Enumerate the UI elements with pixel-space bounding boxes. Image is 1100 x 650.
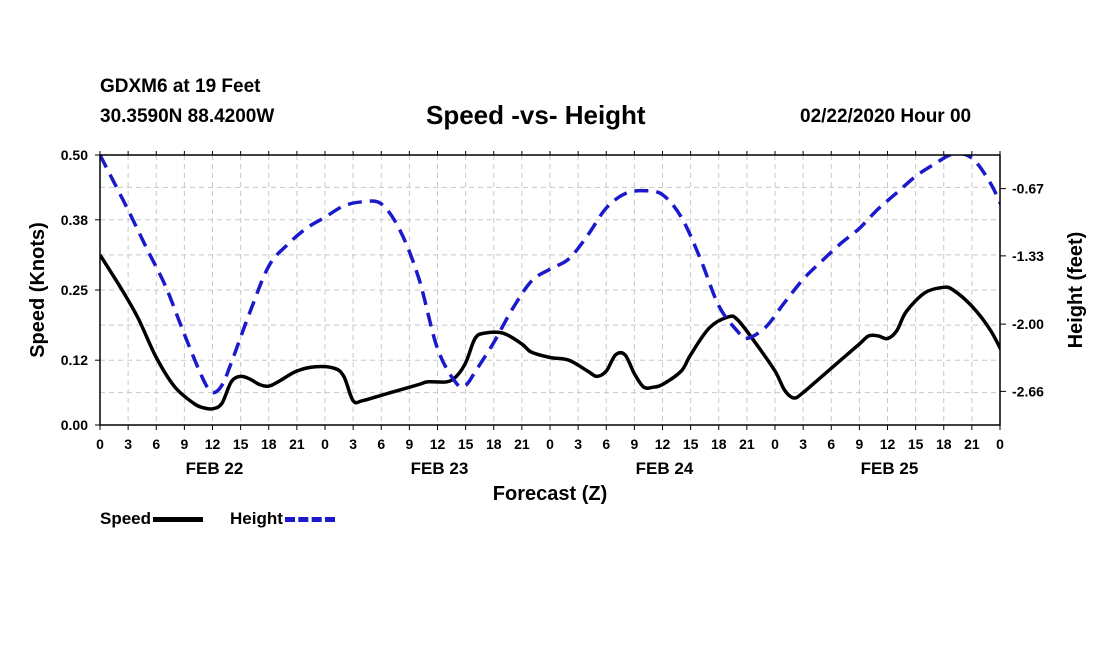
x-tick-label: 3 <box>574 436 582 452</box>
legend-speed-swatch <box>153 516 204 522</box>
y2-tick-label: -2.00 <box>1012 316 1044 332</box>
x-tick-label: 12 <box>430 436 446 452</box>
x-tick-label: 6 <box>152 436 160 452</box>
x-tick-label: 6 <box>602 436 610 452</box>
x-tick-label: 9 <box>405 436 413 452</box>
x-tick-label: 15 <box>683 436 699 452</box>
x-tick-label: 3 <box>799 436 807 452</box>
x-tick-label: 6 <box>827 436 835 452</box>
y-tick-label: 0.00 <box>61 417 88 433</box>
legend-height: Height <box>230 509 335 529</box>
x-tick-label: 18 <box>486 436 502 452</box>
forecast-datetime: 02/22/2020 Hour 00 <box>800 106 972 127</box>
x-tick-label: 0 <box>996 436 1004 452</box>
x-tick-label: 12 <box>205 436 221 452</box>
x-axis-title: Forecast (Z) <box>493 483 607 505</box>
station-label: GDXM6 at 19 Feet <box>100 76 261 97</box>
x-tick-label: 18 <box>711 436 727 452</box>
y-tick-label: 0.25 <box>61 282 88 298</box>
x-tick-label: 12 <box>880 436 896 452</box>
x-tick-label: 9 <box>630 436 638 452</box>
day-label: FEB 23 <box>411 459 469 478</box>
x-tick-label: 21 <box>514 436 530 452</box>
plot-frame <box>99 154 1001 426</box>
day-label: FEB 24 <box>636 459 694 478</box>
x-tick-label: 0 <box>96 436 104 452</box>
x-tick-label: 3 <box>124 436 132 452</box>
y-tick-label: 0.50 <box>61 147 88 163</box>
legend-speed-label: Speed <box>100 509 152 528</box>
chart-title: Speed -vs- Height <box>426 100 646 130</box>
x-tick-label: 9 <box>855 436 863 452</box>
legend-height-label: Height <box>230 509 283 528</box>
x-tick-label: 15 <box>233 436 249 452</box>
x-tick-label: 0 <box>546 436 554 452</box>
day-label: FEB 22 <box>186 459 244 478</box>
y2-tick-label: -1.33 <box>1012 248 1044 264</box>
coordinates-label: 30.3590N 88.4200W <box>100 106 275 127</box>
y2-axis-title: Height (feet) <box>1065 232 1087 349</box>
legend-height-swatch <box>284 516 335 522</box>
day-label: FEB 25 <box>861 459 919 478</box>
grid-lines <box>100 155 1000 425</box>
x-tick-label: 0 <box>321 436 329 452</box>
axis-labels: 0 3 6 9 12 15 18 21 0 3 6 9 12 15 18 21 0 3 6 9 12 15 18 21 0 3 6 9… <box>27 147 1087 505</box>
x-tick-label: 21 <box>739 436 755 452</box>
x-tick-label: 0 <box>771 436 779 452</box>
x-tick-label: 6 <box>377 436 385 452</box>
x-tick-label: 18 <box>261 436 277 452</box>
x-tick-label: 12 <box>655 436 671 452</box>
x-tick-label: 15 <box>908 436 924 452</box>
series-line-height <box>100 155 1000 395</box>
x-tick-label: 9 <box>180 436 188 452</box>
y-tick-label: 0.12 <box>61 352 88 368</box>
legend-speed: Speed <box>100 509 204 529</box>
series-line-speed <box>100 253 1000 411</box>
y2-tick-label: -0.67 <box>1012 181 1044 197</box>
y2-tick-label: -2.66 <box>1012 383 1044 399</box>
y-axis-title: Speed (Knots) <box>27 222 49 358</box>
x-tick-label: 21 <box>964 436 980 452</box>
x-tick-label: 21 <box>289 436 305 452</box>
x-tick-label: 18 <box>936 436 952 452</box>
x-tick-label: 15 <box>458 436 474 452</box>
x-tick-label: 3 <box>349 436 357 452</box>
series-lines <box>100 155 1000 411</box>
y-tick-label: 0.38 <box>61 212 88 228</box>
